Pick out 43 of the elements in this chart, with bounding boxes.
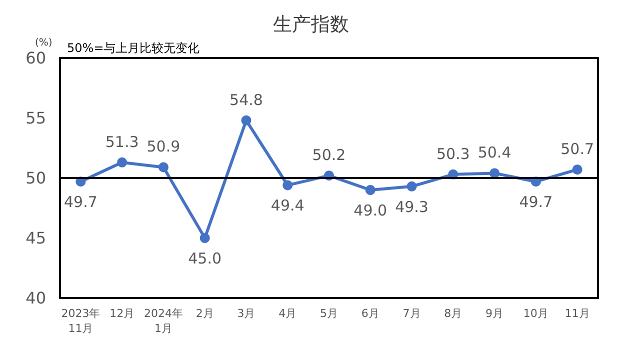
text: 50.2 <box>312 146 346 164</box>
point <box>365 185 376 195</box>
x-tick-label: 6月 <box>361 307 380 320</box>
x-tick-label: 4月 <box>278 307 297 320</box>
x-tick-label: 12月 <box>110 307 135 320</box>
x-tick-label: 11月 <box>564 307 590 320</box>
point <box>117 157 128 168</box>
point <box>572 164 582 175</box>
text: 50.4 <box>478 144 512 162</box>
point <box>490 168 500 178</box>
y-tick-label: 40 <box>26 288 46 308</box>
text: 50.9 <box>146 138 180 156</box>
y-tick-label: 55 <box>26 108 46 128</box>
x-tick-label: 7月 <box>402 307 421 320</box>
text: 49.4 <box>270 196 304 215</box>
text: 49.3 <box>395 198 428 216</box>
text: 54.8 <box>230 90 263 109</box>
text: 51.3 <box>105 132 139 151</box>
x-tick-label: 5月 <box>320 307 338 320</box>
y-tick-label: 60 <box>26 48 46 68</box>
point <box>200 233 210 243</box>
x-tick-label: 2月 <box>196 307 214 320</box>
x-tick-label: 2024年 1月 <box>144 307 183 335</box>
x-tick-label: 2023年 11月 <box>61 307 100 335</box>
y-tick-label: 45 <box>26 228 46 248</box>
y-tick-label: 50 <box>26 168 46 188</box>
point <box>406 181 417 192</box>
x-tick-label: 8月 <box>444 307 462 320</box>
text: 49.7 <box>64 193 98 212</box>
point <box>158 162 168 172</box>
text: 50%=与上月比较无变化 <box>67 41 200 55</box>
y-axis-title: (%) <box>35 38 52 48</box>
text: 49.7 <box>519 193 553 212</box>
x-tick-label: 3月 <box>237 307 256 320</box>
point <box>241 115 252 126</box>
text: 45.0 <box>188 250 222 268</box>
text: 50.3 <box>436 144 470 163</box>
chart-title: 生产指数 <box>273 14 349 36</box>
text: 50.7 <box>560 140 594 158</box>
text: 49.0 <box>354 202 388 220</box>
point <box>282 180 293 190</box>
x-tick-label: 10月 <box>523 307 548 320</box>
x-tick-label: 9月 <box>486 307 504 320</box>
